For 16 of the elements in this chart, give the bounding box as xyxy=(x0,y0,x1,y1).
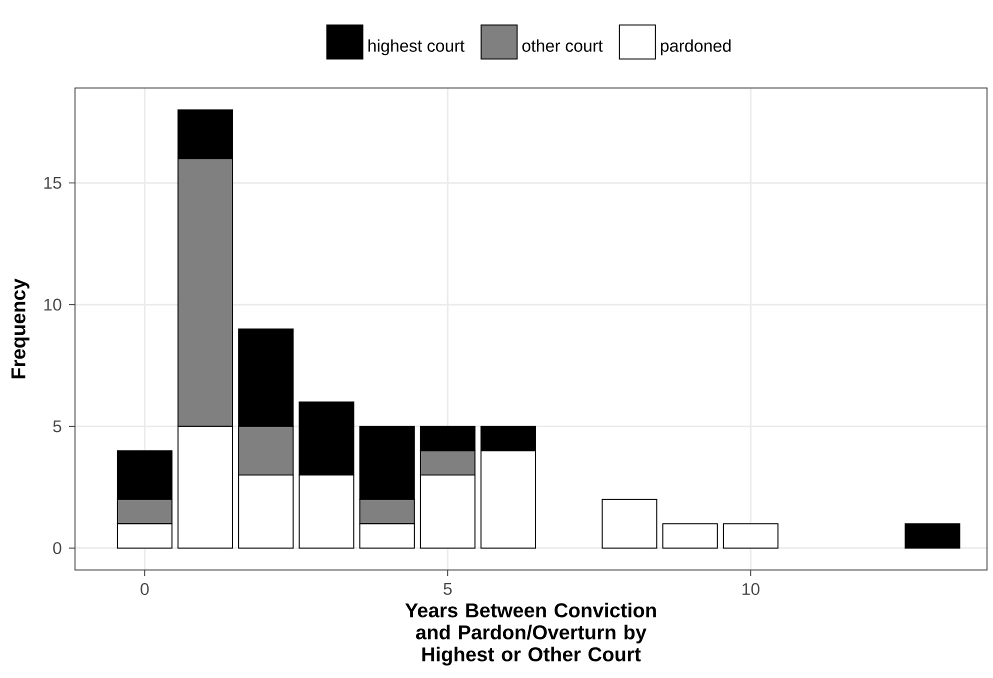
x-tick-label: 10 xyxy=(742,583,760,596)
x-tick-label: 5 xyxy=(444,583,452,595)
legend-label: other court xyxy=(522,39,603,52)
x-tick-label: 0 xyxy=(140,583,149,596)
bar xyxy=(722,523,778,549)
legend-label: highest court xyxy=(368,39,464,56)
y-tick-label: 10 xyxy=(44,298,62,311)
legend-label: pardoned xyxy=(660,39,731,56)
bar xyxy=(904,523,960,549)
y-axis-title: Frequency xyxy=(11,278,30,378)
y-tick-label: 0 xyxy=(53,542,62,554)
x-axis-title: Years Between Conviction and Pardon/Overturn by Highest or Other Court xyxy=(405,602,656,666)
bar xyxy=(602,498,658,549)
y-tick-label: 15 xyxy=(44,177,62,189)
y-tick-label: 5 xyxy=(53,420,62,432)
bar xyxy=(662,523,718,549)
